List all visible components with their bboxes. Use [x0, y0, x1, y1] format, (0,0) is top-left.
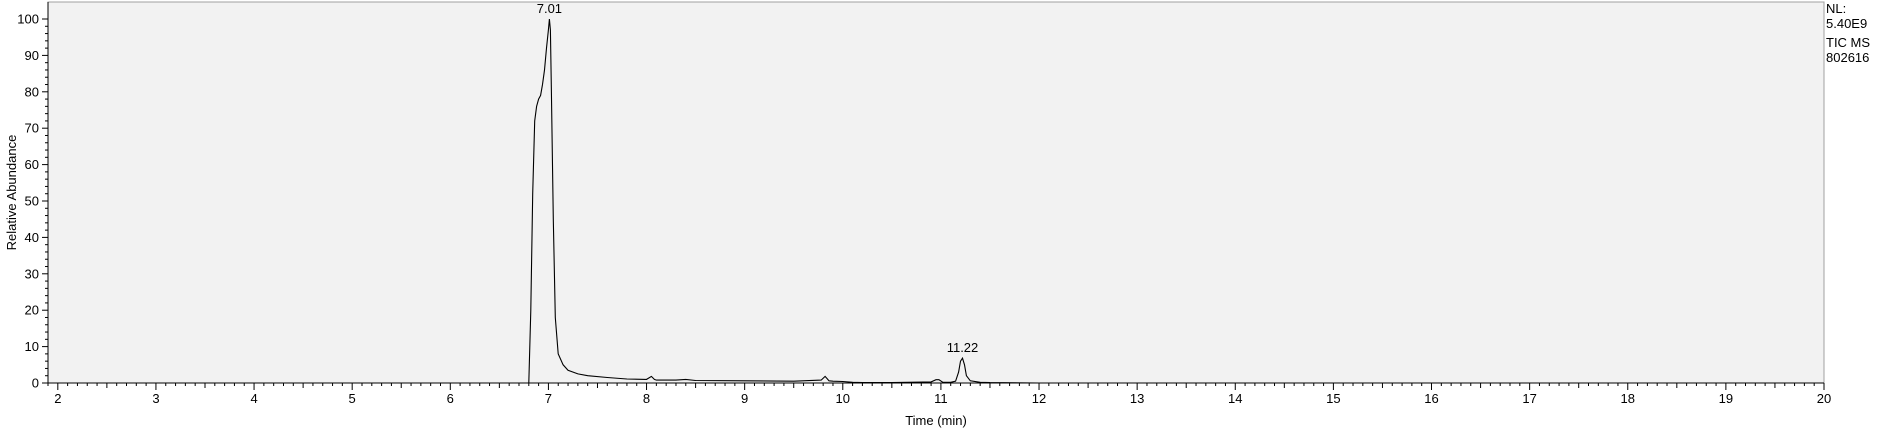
- x-tick-label: 14: [1228, 391, 1242, 406]
- x-tick-label: 18: [1621, 391, 1635, 406]
- x-tick-label: 10: [836, 391, 850, 406]
- y-tick-label: 50: [25, 194, 39, 209]
- y-tick-label: 0: [32, 376, 39, 391]
- y-axis-title: Relative Abundance: [4, 135, 19, 251]
- x-tick-label: 13: [1130, 391, 1144, 406]
- y-tick-label: 70: [25, 121, 39, 136]
- ticks: 2 3 4 5 6 7 8 9 10 11 12 13 14 15 16 17 18 19 20 0 10 20 30 40 5…: [17, 12, 1831, 407]
- y-tick-label: 20: [25, 303, 39, 318]
- x-tick-label: 9: [741, 391, 748, 406]
- tic-trace-line: [48, 18, 1824, 384]
- x-tick-label: 17: [1522, 391, 1536, 406]
- peak-label: 7.01: [537, 1, 562, 16]
- nl-value: 5.40E9: [1826, 16, 1868, 31]
- x-tick-label: 12: [1032, 391, 1046, 406]
- x-tick-label: 3: [152, 391, 159, 406]
- y-tick-label: 80: [25, 84, 39, 99]
- x-tick-label: 8: [643, 391, 650, 406]
- y-tick-label: 30: [25, 266, 39, 281]
- x-tick-label: 11: [934, 391, 948, 406]
- x-tick-label: 16: [1424, 391, 1438, 406]
- y-tick-label: 100: [17, 12, 39, 27]
- x-tick-label: 2: [54, 391, 61, 406]
- nl-label: NL:: [1826, 1, 1847, 16]
- sample-id-label: 802616: [1826, 50, 1870, 65]
- y-tick-label: 90: [25, 48, 39, 63]
- x-tick-label: 20: [1817, 391, 1831, 406]
- x-tick-label: 7: [545, 391, 552, 406]
- plot-area: [47, 1, 1825, 384]
- trace-type-label: TIC MS: [1826, 35, 1871, 50]
- y-tick-label: 10: [25, 339, 39, 354]
- x-tick-label: 5: [349, 391, 356, 406]
- x-tick-label: 6: [447, 391, 454, 406]
- x-tick-label: 19: [1719, 391, 1733, 406]
- x-tick-label: 15: [1326, 391, 1340, 406]
- x-tick-label: 4: [250, 391, 257, 406]
- y-tick-label: 40: [25, 230, 39, 245]
- x-axis-title: Time (min): [905, 413, 967, 428]
- peak-label: 11.22: [947, 340, 979, 355]
- y-tick-label: 60: [25, 157, 39, 172]
